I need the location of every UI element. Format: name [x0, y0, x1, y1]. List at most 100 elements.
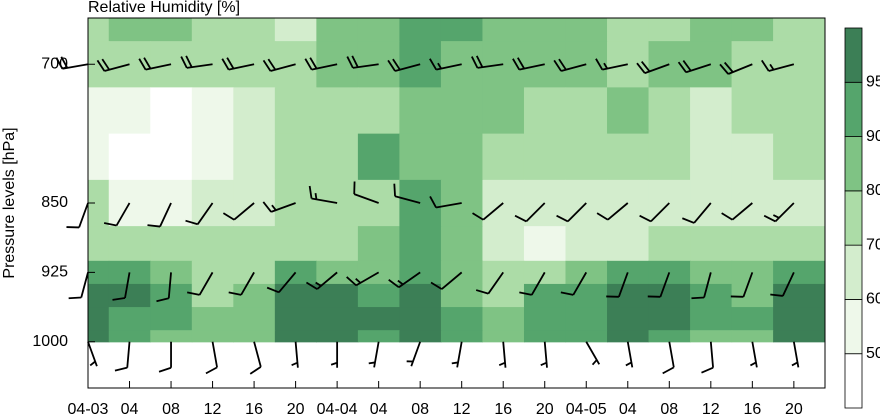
wind-barb	[388, 271, 421, 289]
x-tick-label: 16	[494, 401, 512, 418]
rh-cell	[191, 330, 234, 343]
rh-cell	[191, 18, 234, 42]
rh-cell	[607, 18, 650, 42]
rh-cell	[88, 18, 110, 42]
rh-cell	[731, 133, 774, 181]
rh-cell	[399, 133, 442, 181]
rh-cell	[773, 330, 825, 343]
rh-cell	[357, 307, 401, 331]
colorbar-box	[844, 244, 863, 300]
colorbar-label: 80	[866, 182, 880, 199]
rh-cell	[773, 226, 825, 262]
wind-barb	[305, 271, 338, 290]
rh-cell	[565, 179, 608, 227]
wind-barb	[186, 271, 214, 296]
wind-barb	[103, 202, 131, 227]
rh-cell	[399, 330, 442, 343]
rh-cell	[233, 133, 276, 181]
rh-cell	[523, 330, 567, 343]
rh-cell	[233, 330, 276, 343]
rh-cell	[357, 41, 401, 88]
wind-barb	[498, 341, 507, 368]
rh-cell	[607, 307, 650, 331]
wind-barb	[114, 341, 131, 372]
rh-cell	[150, 283, 193, 308]
rh-cell	[233, 87, 276, 135]
rh-cell	[108, 18, 151, 42]
rh-cell	[523, 87, 567, 135]
wind-barb	[266, 271, 297, 294]
rh-cell	[731, 226, 774, 262]
rh-cell	[482, 179, 525, 227]
rh-cell	[482, 87, 525, 135]
wind-barb	[112, 272, 131, 301]
chart-title: Relative Humidity [%]	[88, 0, 240, 16]
rh-cell	[357, 330, 401, 343]
wind-barb	[691, 272, 712, 300]
x-tick-label: 16	[743, 401, 761, 418]
wind-barb	[730, 272, 754, 298]
colorbar-box	[844, 353, 863, 409]
rh-cell	[108, 330, 151, 343]
rh-cell	[191, 87, 234, 135]
wind-barb	[308, 185, 338, 204]
rh-cell	[523, 18, 567, 42]
rh-cell	[440, 133, 484, 181]
wind-barb	[595, 58, 628, 71]
rh-cell	[690, 87, 733, 135]
colorbar-box	[844, 190, 863, 246]
wind-barb	[262, 201, 296, 213]
rh-cell	[731, 283, 774, 308]
wind-barb	[553, 58, 587, 72]
rh-cell	[773, 18, 825, 42]
wind-barb	[55, 56, 89, 70]
rh-cell	[648, 307, 691, 331]
rh-cell	[607, 330, 650, 343]
rh-cell	[523, 283, 567, 308]
rh-cell	[523, 226, 567, 262]
rh-cell	[274, 87, 317, 135]
rh-cell	[274, 18, 317, 42]
wind-barb	[647, 272, 671, 298]
wind-barb	[677, 60, 712, 74]
x-tick-label: 16	[245, 401, 263, 418]
x-tick-label: 04-04	[317, 401, 358, 418]
x-tick-label: 08	[162, 401, 180, 418]
wind-barb	[185, 202, 214, 226]
rh-cell	[191, 283, 234, 308]
rh-cell	[523, 133, 567, 181]
rh-cell	[88, 87, 110, 135]
rh-cell	[648, 41, 691, 88]
rh-cell	[274, 330, 317, 343]
rh-cell	[88, 226, 110, 262]
wind-barb	[304, 57, 338, 71]
rh-cell	[399, 179, 442, 227]
rh-cell	[648, 283, 691, 308]
x-tick-label: 04	[370, 401, 388, 418]
x-tick-label: 04	[121, 401, 139, 418]
rh-cell	[274, 41, 317, 88]
wind-barb	[393, 183, 421, 204]
rh-cell	[482, 330, 525, 343]
rh-cell	[482, 18, 525, 42]
rh-cell	[108, 283, 151, 308]
rh-cell	[690, 283, 733, 308]
rh-cell	[565, 18, 608, 42]
rh-cell	[482, 283, 525, 308]
wind-barb	[701, 341, 714, 374]
wind-barb	[221, 57, 255, 71]
wind-barb	[346, 271, 380, 287]
rh-cell	[690, 41, 733, 88]
rh-cell	[316, 226, 359, 262]
rh-cell	[88, 133, 110, 181]
y-tick-label: 1000	[32, 333, 68, 350]
wind-barb	[560, 271, 588, 296]
rh-cell	[150, 87, 193, 135]
rh-cell	[357, 133, 401, 181]
rh-cell	[731, 307, 774, 331]
wind-barb	[291, 341, 299, 368]
rh-cell	[607, 87, 650, 135]
rh-cell	[731, 41, 774, 88]
rh-cell	[233, 307, 276, 331]
colorbar-box	[844, 27, 863, 83]
